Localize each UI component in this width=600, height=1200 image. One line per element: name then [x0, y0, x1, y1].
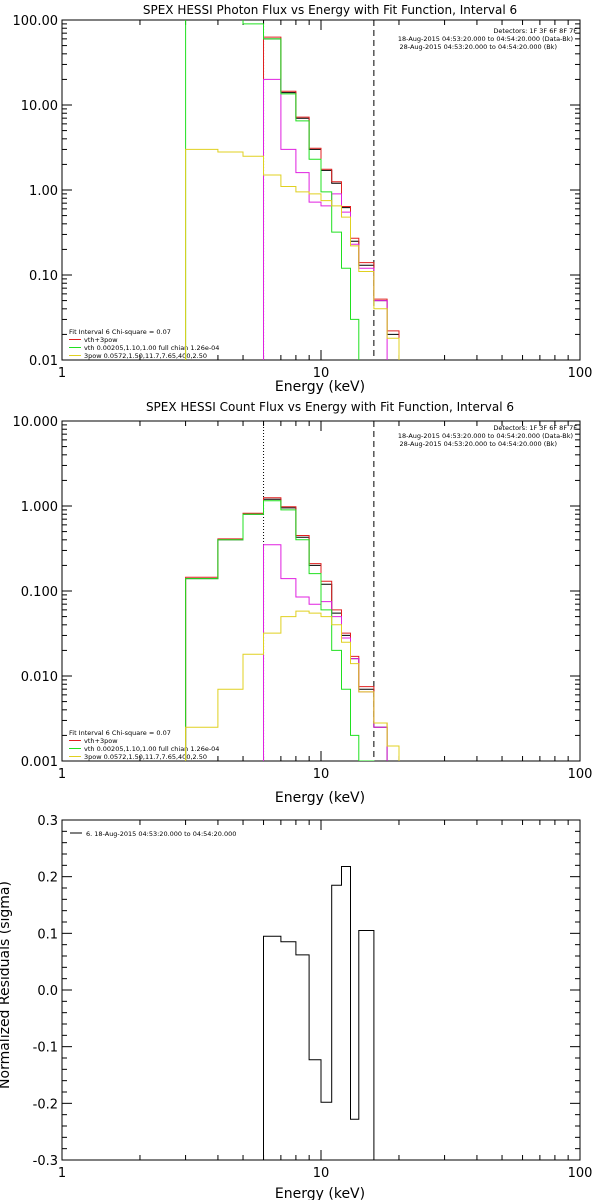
- count-flux-detectors: Detectors: 1F 3F 6F 8F 7F: [493, 424, 577, 432]
- count-flux-fit-info: Fit Interval 6 Chi-square = 0.07: [69, 729, 171, 737]
- photon-flux-x-tick-label: 100: [568, 366, 593, 381]
- count-flux-series-2: [263, 544, 388, 761]
- count-flux-y-tick-label: 0.010: [21, 670, 58, 685]
- residuals-y-tick-label: 0.2: [37, 871, 58, 886]
- residuals-y-tick-label: 0.1: [37, 927, 58, 942]
- count-flux-xlabel: Energy (keV): [275, 790, 365, 806]
- photon-flux-bk-interval: 28-Aug-2015 04:53:20.000 to 04:54:20.000…: [400, 43, 557, 51]
- residuals-x-tick-label: 100: [568, 1166, 593, 1181]
- photon-flux-xlabel: Energy (keV): [275, 379, 365, 395]
- count-flux-series-3: [185, 500, 375, 761]
- count-flux-legend-label-1: vth+3pow: [84, 737, 118, 745]
- photon-flux-legend-label-3: 3pow 0.0572,1.50,11.7,7.65,400,2.50: [84, 352, 207, 360]
- residuals-y-tick-label: 0.3: [37, 814, 58, 829]
- residuals-x-tick-label: 1: [58, 1166, 66, 1181]
- count-flux-x-tick-label: 1: [58, 767, 66, 782]
- photon-flux-detectors: Detectors: 1F 3F 6F 8F 7F: [493, 27, 577, 35]
- count-flux-series-4: [185, 610, 400, 761]
- count-flux-y-tick-label: 0.100: [21, 585, 58, 600]
- photon-flux-y-tick-label: 0.01: [29, 354, 58, 369]
- count-flux-y-tick-label: 0.001: [21, 755, 58, 770]
- photon-flux-legend-label-1: vth+3pow: [84, 336, 118, 344]
- count-flux-title: SPEX HESSI Count Flux vs Energy with Fit…: [146, 400, 514, 414]
- count-flux-legend-label-2: vth 0.00205,1.10,1.00 full chian 1.26e-0…: [84, 745, 219, 753]
- count-flux-bk-interval: 28-Aug-2015 04:53:20.000 to 04:54:20.000…: [400, 440, 557, 448]
- count-flux-y-tick-label: 10.000: [13, 415, 59, 430]
- photon-flux-y-tick-label: 1.00: [29, 184, 58, 199]
- photon-flux-y-tick-label: 0.10: [29, 269, 58, 284]
- count-flux-data-interval: 18-Aug-2015 04:53:20.000 to 04:54:20.000…: [398, 432, 573, 440]
- photon-flux-series-1: [263, 36, 400, 360]
- residuals-x-tick-label: 10: [313, 1166, 330, 1181]
- photon-flux-title: SPEX HESSI Photon Flux vs Energy with Fi…: [143, 3, 517, 17]
- residuals-y-tick-label: -0.1: [33, 1041, 58, 1056]
- residuals-xlabel: Energy (keV): [275, 1186, 365, 1200]
- photon-flux-legend-label-2: vth 0.00205,1.10,1.00 full chian 1.26e-0…: [84, 344, 219, 352]
- photon-flux-x-tick-label: 10: [313, 366, 330, 381]
- residuals-y-tick-label: -0.3: [33, 1154, 58, 1169]
- residuals-legend-label: 6. 18-Aug-2015 04:53:20.000 to 04:54:20.…: [86, 830, 236, 838]
- count-flux-x-tick-label: 100: [568, 767, 593, 782]
- count-flux-legend-label-3: 3pow 0.0572,1.50,11.7,7.65,400,2.50: [84, 753, 207, 761]
- count-flux-x-tick-label: 10: [313, 767, 330, 782]
- residuals-ylabel: Normalized Residuals (sigma): [0, 881, 13, 1089]
- photon-flux-y-tick-label: 10.00: [21, 99, 58, 114]
- residuals-y-tick-label: 0.0: [37, 984, 58, 999]
- photon-flux-fit-info: Fit Interval 6 Chi-square = 0.07: [69, 328, 171, 336]
- photon-flux-x-tick-label: 1: [58, 366, 66, 381]
- count-flux-series-0: [185, 498, 388, 761]
- photon-flux-series-2: [263, 78, 388, 360]
- residuals-y-tick-label: -0.2: [33, 1097, 58, 1112]
- photon-flux-series-3: [185, 20, 360, 360]
- residuals-axes-frame: [61, 819, 581, 1161]
- photon-flux-data-interval: 18-Aug-2015 04:53:20.000 to 04:54:20.000…: [398, 35, 573, 43]
- residuals-series-0: [263, 866, 375, 1160]
- count-flux-y-tick-label: 1.000: [21, 500, 58, 515]
- photon-flux-y-tick-label: 100.00: [13, 14, 59, 29]
- photon-flux-series-4: [185, 148, 400, 360]
